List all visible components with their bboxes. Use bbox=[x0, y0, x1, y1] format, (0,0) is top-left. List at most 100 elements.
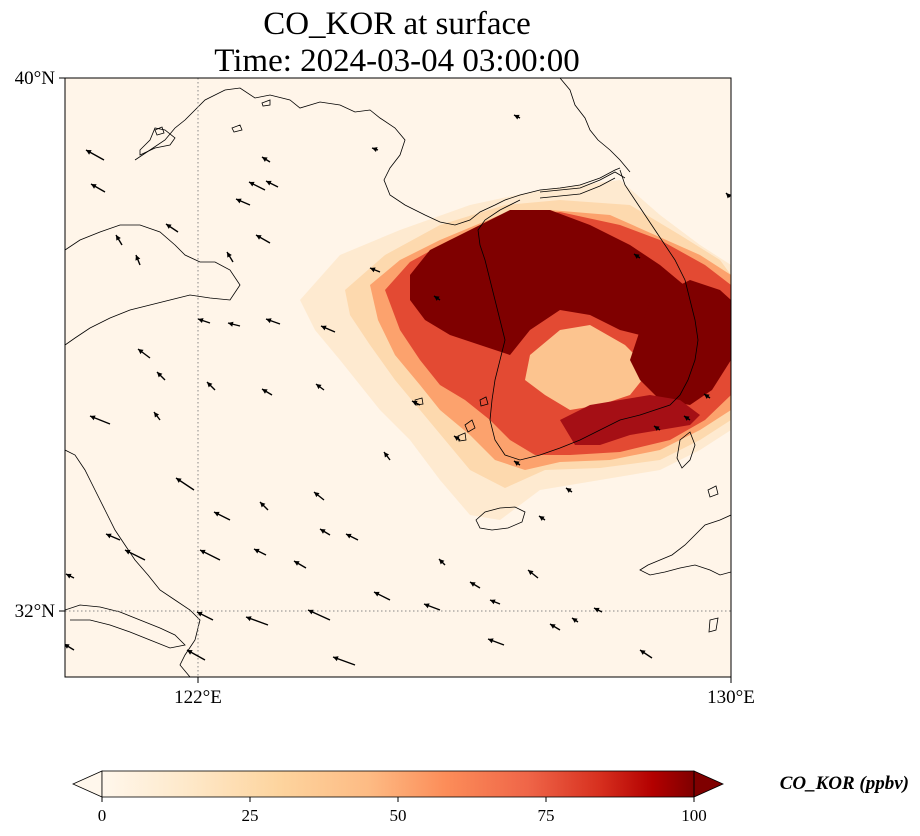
wind-arrow bbox=[315, 383, 325, 391]
wind-arrow-head bbox=[634, 254, 640, 259]
wind-arrow bbox=[115, 234, 123, 246]
wind-arrow bbox=[683, 415, 691, 421]
wind-arrow bbox=[245, 616, 269, 626]
wind-arrow bbox=[633, 253, 641, 259]
lon-label-122: 122°E bbox=[174, 687, 222, 708]
wind-arrow bbox=[255, 234, 271, 244]
wind-arrow-head bbox=[346, 533, 352, 539]
wind-arrow-head bbox=[539, 516, 545, 521]
wind-arrow bbox=[90, 183, 106, 193]
wind-arrow-head bbox=[135, 255, 141, 261]
coastline-korea-north-east bbox=[559, 78, 631, 173]
wind-arrow bbox=[345, 533, 359, 541]
yellow-sea-islet-c bbox=[154, 126, 165, 136]
colorbar-tick-label-75: 75 bbox=[538, 806, 555, 825]
wind-arrow-head bbox=[256, 235, 262, 240]
wind-arrow bbox=[153, 411, 161, 421]
coastline-liaodong-peninsula bbox=[139, 127, 176, 156]
wind-arrow bbox=[703, 393, 711, 399]
wind-arrow bbox=[489, 599, 501, 605]
colorbar-tick-label-25: 25 bbox=[242, 806, 259, 825]
wind-arrow-head bbox=[594, 607, 600, 613]
wind-arrow bbox=[65, 643, 75, 651]
wind-arrow-head bbox=[320, 529, 326, 534]
wind-arrow bbox=[248, 181, 266, 191]
wind-arrow-head bbox=[197, 611, 203, 617]
wind-arrow bbox=[332, 656, 356, 666]
wind-arrow bbox=[265, 318, 281, 325]
wind-arrow bbox=[196, 611, 214, 621]
colorbar-tick-label-100: 100 bbox=[681, 806, 707, 825]
wind-arrow bbox=[423, 603, 441, 611]
wind-arrow-head bbox=[86, 150, 92, 155]
colorbar-gradient bbox=[102, 771, 694, 797]
coastline-korea-border bbox=[539, 171, 626, 193]
wind-arrow-head bbox=[262, 157, 268, 162]
wind-arrow bbox=[438, 558, 446, 566]
wind-arrow bbox=[593, 607, 603, 613]
wind-arrow bbox=[565, 487, 573, 493]
wind-arrow-head bbox=[424, 603, 430, 609]
wind-arrow bbox=[371, 147, 379, 153]
colorbar-label: CO_KOR (ppbv) bbox=[780, 773, 909, 794]
colorbar-extend-high bbox=[693, 770, 724, 798]
wind-arrow-head bbox=[514, 461, 520, 466]
jeju-island bbox=[475, 506, 526, 531]
wind-arrow-head bbox=[308, 609, 314, 615]
wind-arrow bbox=[313, 491, 325, 501]
yellow-sea-islet-b bbox=[231, 124, 243, 133]
wind-arrow bbox=[137, 348, 151, 359]
wind-arrow-head bbox=[550, 624, 556, 629]
chart-title-line1: CO_KOR at surface bbox=[263, 6, 531, 42]
wind-arrow bbox=[469, 581, 481, 589]
wind-arrow bbox=[320, 325, 336, 333]
wind-arrow bbox=[487, 638, 505, 646]
wind-arrow-head bbox=[454, 436, 460, 441]
wind-arrow bbox=[85, 149, 105, 161]
wind-arrow-head bbox=[157, 372, 163, 378]
wind-arrow-head bbox=[214, 511, 220, 517]
wind-arrow bbox=[513, 460, 521, 466]
wind-arrow-head bbox=[488, 638, 494, 644]
wind-arrow bbox=[235, 198, 251, 206]
wind-vectors bbox=[65, 114, 731, 666]
wind-arrow-head bbox=[154, 412, 160, 418]
map-area bbox=[65, 78, 731, 677]
wind-arrow bbox=[206, 381, 216, 391]
wind-arrow bbox=[453, 435, 461, 441]
wind-arrow bbox=[165, 223, 179, 233]
wind-arrow-head bbox=[91, 184, 97, 189]
wind-arrow-head bbox=[266, 318, 272, 324]
coastline-bohai-north bbox=[134, 87, 621, 226]
wind-arrow-head bbox=[90, 415, 96, 421]
wind-arrow bbox=[383, 451, 391, 461]
tsushima-island bbox=[676, 431, 696, 469]
colorbar: 0 25 50 75 100 CO_KOR (ppbv) bbox=[72, 770, 909, 825]
plume-light-core bbox=[525, 325, 650, 410]
wind-arrow-head bbox=[65, 644, 70, 649]
wind-arrow bbox=[65, 573, 75, 579]
coastline-korea-west bbox=[477, 169, 699, 461]
japan-islet-b bbox=[708, 617, 719, 633]
wind-arrow-head bbox=[316, 384, 322, 390]
wind-arrow-head bbox=[254, 548, 260, 554]
wind-arrow bbox=[253, 548, 267, 556]
wind-arrow-head bbox=[294, 561, 300, 566]
wind-arrow-head bbox=[187, 650, 193, 655]
chart-title-line2: Time: 2024-03-04 03:00:00 bbox=[214, 43, 579, 79]
wind-arrow-head bbox=[470, 582, 476, 587]
wind-arrow-head bbox=[227, 252, 232, 258]
coastline-liaodong bbox=[65, 224, 241, 346]
wind-arrow bbox=[653, 425, 661, 431]
plume-max-north bbox=[410, 210, 700, 355]
colorbar-extend-low bbox=[72, 770, 103, 798]
wind-arrow-head bbox=[262, 389, 268, 394]
wind-arrow bbox=[369, 267, 381, 273]
wind-arrow-head bbox=[138, 349, 144, 355]
wind-arrow-head bbox=[66, 573, 72, 579]
map-frame bbox=[64, 77, 732, 678]
wind-arrow-head bbox=[374, 591, 380, 597]
wind-arrow-head bbox=[116, 235, 121, 241]
wind-arrow-head bbox=[566, 488, 572, 493]
